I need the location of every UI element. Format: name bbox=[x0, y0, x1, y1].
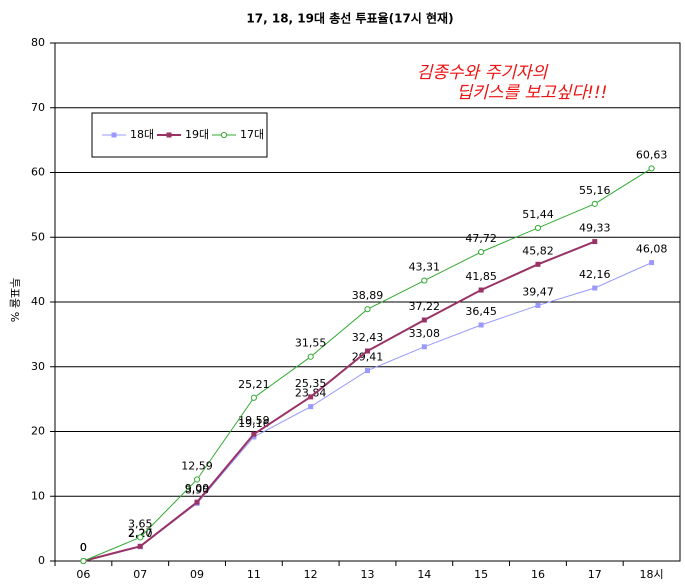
y-tick-label: 70 bbox=[31, 101, 45, 114]
marker bbox=[534, 224, 542, 232]
data-label: 41,85 bbox=[465, 270, 497, 283]
data-label: 42,16 bbox=[579, 268, 611, 281]
data-label: 39,47 bbox=[522, 285, 554, 298]
marker bbox=[478, 248, 485, 256]
x-tick-label: 16 bbox=[531, 568, 545, 581]
data-label: 12,59 bbox=[181, 459, 213, 472]
data-label: 51,44 bbox=[522, 208, 554, 221]
data-label: 60,63 bbox=[636, 148, 668, 161]
data-label: 31,55 bbox=[295, 337, 327, 350]
plot-border bbox=[54, 42, 681, 562]
marker bbox=[649, 260, 655, 266]
annotation: 딥키스를 보고싶다!!! bbox=[457, 83, 608, 103]
data-label: 32,43 bbox=[352, 331, 384, 344]
y-tick-label: 20 bbox=[31, 425, 45, 438]
data-label: 2,27 bbox=[128, 526, 153, 539]
data-label: 25,35 bbox=[295, 377, 327, 390]
marker bbox=[307, 353, 314, 360]
marker bbox=[251, 434, 257, 440]
series-line bbox=[83, 240, 596, 562]
annotation: 김종수와 주기자의 bbox=[417, 63, 549, 83]
y-tick-label: 30 bbox=[31, 360, 45, 373]
data-label: 49,33 bbox=[579, 222, 611, 235]
marker bbox=[308, 404, 314, 410]
data-label: 0 bbox=[80, 541, 87, 554]
marker bbox=[592, 285, 598, 291]
marker bbox=[251, 431, 257, 437]
x-tick-label: 06 bbox=[76, 568, 90, 581]
legend-marker bbox=[166, 132, 172, 138]
legend-label: 19대 bbox=[185, 128, 209, 141]
data-label: 33,08 bbox=[409, 327, 441, 340]
y-tick-label: 80 bbox=[31, 36, 45, 49]
y-tick-label: 60 bbox=[31, 166, 45, 179]
y-axis-label: 투표율 % bbox=[8, 278, 21, 322]
legend-label: 17대 bbox=[240, 128, 264, 141]
data-label: 45,82 bbox=[522, 244, 554, 257]
marker bbox=[80, 557, 87, 565]
data-label: 8,90 bbox=[185, 483, 210, 496]
x-tick-label: 07 bbox=[133, 568, 147, 581]
marker bbox=[648, 165, 655, 172]
data-label: 0 bbox=[80, 541, 87, 554]
marker bbox=[421, 317, 427, 323]
marker bbox=[591, 200, 598, 207]
data-label: 37,22 bbox=[409, 300, 441, 313]
data-label: 38,89 bbox=[352, 289, 384, 302]
marker bbox=[364, 306, 371, 313]
data-label: 29,41 bbox=[352, 351, 384, 364]
marker bbox=[193, 476, 201, 483]
marker bbox=[194, 499, 200, 505]
x-tick-label: 11 bbox=[247, 568, 261, 581]
data-label: 3,65 bbox=[128, 517, 153, 530]
data-label: 43,31 bbox=[409, 261, 441, 274]
x-tick-label: 09 bbox=[190, 568, 204, 581]
marker bbox=[137, 534, 144, 541]
data-label: 0 bbox=[80, 541, 87, 554]
marker bbox=[365, 348, 370, 354]
marker bbox=[421, 277, 428, 284]
marker bbox=[250, 394, 257, 401]
data-label: 19,16 bbox=[238, 417, 270, 430]
marker bbox=[592, 239, 598, 245]
data-label: 2,20 bbox=[128, 527, 153, 540]
marker bbox=[137, 543, 143, 549]
data-label: 55,16 bbox=[579, 184, 611, 197]
marker bbox=[365, 368, 370, 374]
x-tick-label: 15 bbox=[474, 568, 488, 581]
x-tick-label: 17 bbox=[588, 568, 602, 581]
legend-marker bbox=[111, 132, 117, 138]
data-label: 25,21 bbox=[238, 378, 270, 391]
y-tick-label: 10 bbox=[31, 489, 45, 502]
data-label: 36,45 bbox=[465, 305, 497, 318]
data-label: 46,08 bbox=[636, 243, 668, 256]
marker bbox=[535, 261, 541, 267]
x-tick-label: 12 bbox=[304, 568, 318, 581]
legend-marker bbox=[220, 131, 228, 139]
marker bbox=[421, 344, 427, 350]
chart-title: 17, 18, 19대 총선 투표율(17시 현재) bbox=[246, 11, 453, 26]
y-tick-label: 40 bbox=[31, 295, 45, 308]
y-tick-label: 0 bbox=[38, 554, 45, 567]
marker bbox=[535, 302, 541, 308]
marker bbox=[478, 322, 484, 328]
x-tick-label: 13 bbox=[361, 568, 375, 581]
data-label: 47,72 bbox=[465, 232, 497, 245]
x-tick-label: 14 bbox=[417, 568, 431, 581]
legend-label: 18대 bbox=[130, 128, 154, 141]
x-tick-label: 18시 bbox=[640, 568, 664, 581]
marker bbox=[478, 287, 484, 293]
marker bbox=[308, 394, 314, 400]
data-label: 19,59 bbox=[238, 414, 270, 427]
y-tick-label: 50 bbox=[31, 230, 45, 243]
